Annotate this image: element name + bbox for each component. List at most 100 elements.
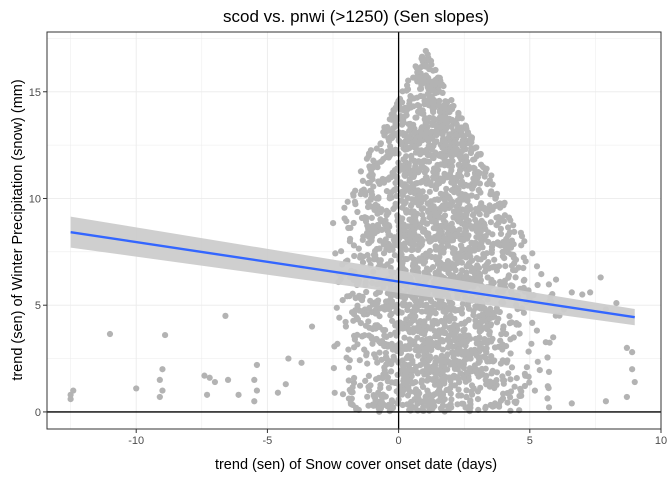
data-point (455, 358, 463, 365)
data-point (517, 385, 524, 392)
data-point (429, 376, 436, 383)
data-point (529, 319, 536, 326)
data-point (412, 307, 419, 314)
data-point (365, 204, 372, 211)
data-point (473, 336, 481, 343)
data-point (443, 185, 450, 192)
data-point (377, 216, 384, 223)
data-point (441, 101, 448, 108)
plot-border (46, 31, 662, 430)
data-point (393, 308, 400, 315)
data-point (379, 304, 386, 311)
data-point (394, 371, 401, 378)
data-point (380, 327, 387, 334)
data-point (487, 305, 494, 312)
data-point (426, 266, 433, 273)
data-point (369, 191, 376, 199)
data-point (391, 252, 398, 259)
data-point (392, 379, 399, 386)
data-point (491, 256, 498, 263)
data-point (364, 393, 371, 400)
data-point (523, 364, 531, 371)
data-point (426, 353, 433, 360)
data-point (431, 403, 438, 410)
data-point (432, 139, 439, 146)
data-point (427, 325, 434, 332)
data-point (489, 379, 496, 386)
data-point (370, 157, 377, 164)
data-point (488, 246, 495, 253)
data-point (161, 331, 169, 339)
data-point (502, 263, 509, 270)
data-point (378, 356, 385, 363)
data-point (489, 264, 496, 271)
data-point (452, 267, 459, 274)
data-point (438, 81, 445, 88)
data-point (446, 170, 454, 178)
data-point (440, 249, 447, 256)
data-point (538, 271, 545, 278)
data-point (481, 173, 488, 180)
data-point (525, 373, 532, 380)
data-point (420, 226, 428, 233)
data-point (468, 144, 475, 152)
data-point (444, 230, 451, 237)
data-point (405, 134, 412, 142)
data-point (412, 143, 419, 150)
data-point (357, 168, 364, 175)
data-point (466, 407, 473, 414)
data-point (458, 178, 466, 185)
data-point (418, 131, 425, 138)
data-point (400, 222, 407, 229)
confidence-ribbon (70, 216, 635, 326)
data-point (418, 178, 425, 185)
data-point (456, 226, 463, 233)
data-point (351, 252, 358, 260)
data-point (201, 372, 208, 379)
data-point (368, 334, 375, 341)
data-point (156, 376, 163, 384)
data-point (451, 139, 458, 146)
data-point (420, 403, 427, 411)
data-point (426, 188, 433, 195)
data-point (504, 357, 511, 364)
data-point (419, 336, 426, 343)
data-point (380, 179, 388, 186)
data-point (444, 366, 451, 373)
data-point (467, 149, 474, 157)
data-point (361, 346, 368, 353)
data-point (410, 208, 417, 215)
data-point (374, 221, 381, 229)
data-point (420, 93, 427, 100)
data-point (579, 291, 586, 298)
data-point (446, 158, 453, 165)
data-point (545, 281, 553, 288)
data-point (425, 138, 432, 145)
data-point (398, 309, 405, 316)
data-point (159, 366, 166, 373)
data-point (374, 359, 381, 366)
data-point (472, 216, 479, 223)
data-point (435, 381, 442, 388)
data-point (381, 127, 388, 134)
data-point (542, 339, 549, 346)
data-point (629, 349, 636, 356)
data-point (466, 164, 473, 171)
data-point (507, 336, 514, 343)
data-point (430, 109, 437, 116)
data-point (391, 186, 398, 194)
data-point (507, 376, 514, 383)
data-point (460, 400, 467, 407)
data-point (417, 159, 424, 166)
data-point (377, 385, 384, 392)
data-point (359, 333, 366, 340)
data-point (425, 338, 432, 345)
data-point (374, 289, 382, 296)
data-point (456, 210, 463, 217)
data-point (411, 242, 418, 249)
data-point (425, 99, 432, 107)
data-point (342, 323, 349, 330)
data-point (434, 320, 441, 327)
data-point (412, 217, 419, 225)
data-point (378, 206, 385, 213)
